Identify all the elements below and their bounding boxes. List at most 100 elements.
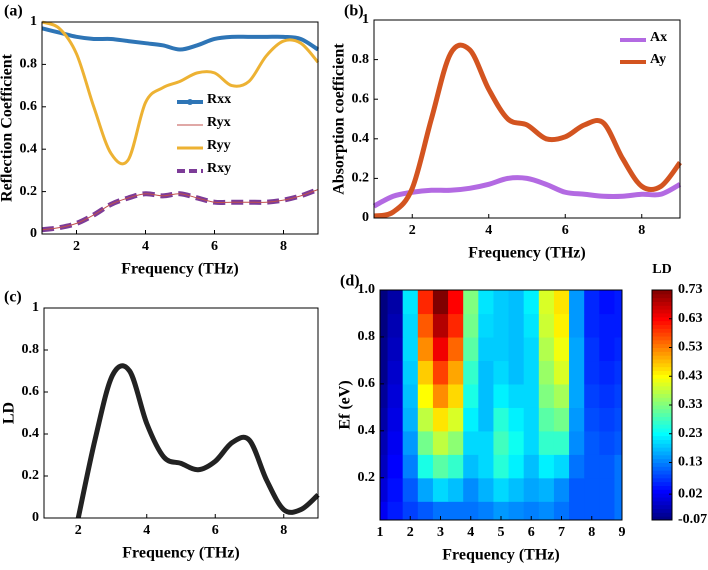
heat-cell [448,501,464,520]
heat-cell [463,430,479,455]
heat-cell [432,430,449,455]
colorbar-segment [652,508,672,513]
x-tick-label: 6 [212,523,219,538]
heat-cell [538,407,555,432]
heat-cell [599,454,616,479]
heat-cell [478,336,495,362]
heat-cell [463,360,479,385]
heat-cell [553,454,570,479]
heat-cell [553,477,570,502]
heat-cell [417,454,434,479]
legend-label: Ax [650,30,667,45]
heat-cell [614,383,622,408]
heat-cell [538,360,555,385]
heat-cell [508,290,525,315]
heat-cell [387,313,404,338]
heat-cell [387,290,404,315]
heat-cell [523,383,540,408]
colorbar-tick-label: 0.13 [678,455,703,470]
heat-cell [599,407,616,432]
colorbar-segment [652,313,672,318]
heat-cell [508,477,525,502]
series-line [41,20,320,166]
y-tick-label: 0.6 [352,91,370,106]
heat-cell [432,407,449,432]
heat-cell [478,477,495,502]
heat-cell [402,313,419,338]
colorbar-segment [652,466,672,471]
heat-cell [614,501,622,520]
heat-cell [387,501,404,520]
x-tick-label: 7 [558,525,565,540]
colorbar-segment [652,516,672,521]
heat-cell [380,360,389,385]
x-axis-label: Frequency (THz) [468,245,585,262]
heat-cell [478,383,495,408]
y-tick-label: 0.8 [352,52,370,67]
heat-cell [599,336,616,362]
colorbar-segment [652,385,672,391]
panel-label: (c) [4,289,22,306]
heat-cell [553,360,570,385]
heat-cell [569,290,585,315]
colorbar-segment [652,366,672,371]
colorbar-segment [652,451,672,456]
colorbar-segment [652,493,672,498]
colorbar-segment [652,424,672,429]
x-tick-label: 6 [211,239,218,254]
heat-cell [432,313,449,338]
legend-label: Rxx [207,92,231,107]
heat-cell [402,336,419,362]
plot-area [372,42,683,219]
heat-cell [523,430,540,455]
heat-cell [478,360,495,385]
heat-cell [402,501,419,520]
heat-cell [493,454,510,479]
colorbar-segment [652,351,672,356]
heat-cell [523,407,540,432]
colorbar-segment [652,485,672,490]
colorbar-label: LD [652,262,671,277]
heat-cell [614,407,622,432]
heat-cell [432,383,449,408]
heat-cell [538,336,555,362]
colorbar-segment [652,347,672,352]
colorbar-segment [652,316,672,322]
heat-cell [432,501,449,520]
heat-cell [463,290,479,315]
heat-cell [584,313,600,338]
heat-cell [448,454,464,479]
series-line [373,42,683,219]
heat-cell [402,383,419,408]
colorbar-segment [652,336,672,341]
series-line [41,26,320,52]
colorbar-tick-label: 0.73 [678,282,703,297]
x-tick-label: 8 [280,523,287,538]
heat-cell [463,477,479,502]
heat-cell [599,430,616,455]
heat-cell [523,336,540,362]
y-axis-label: LD [1,402,18,424]
series-line [75,363,320,519]
colorbar-segment [652,397,672,402]
colorbar-segment [652,470,672,475]
x-tick-label: 4 [143,523,150,538]
colorbar-segment [652,458,672,463]
colorbar-tick-label: 0.23 [678,426,703,441]
axes-frame [379,289,623,521]
heat-cell [523,501,540,520]
y-tick-label: 0.6 [20,99,38,114]
colorbar-segment [652,301,672,306]
heat-cell [493,501,510,520]
heat-cell [493,313,510,338]
heat-cell [569,430,585,455]
heat-cell [569,454,585,479]
colorbar-segment [652,454,672,460]
heat-cell [508,360,525,385]
colorbar-segment [652,332,672,337]
colorbar-segment [652,416,672,421]
heat-cell [380,383,389,408]
heat-cell [432,360,449,385]
heat-cell [553,336,570,362]
heat-cell [614,454,622,479]
